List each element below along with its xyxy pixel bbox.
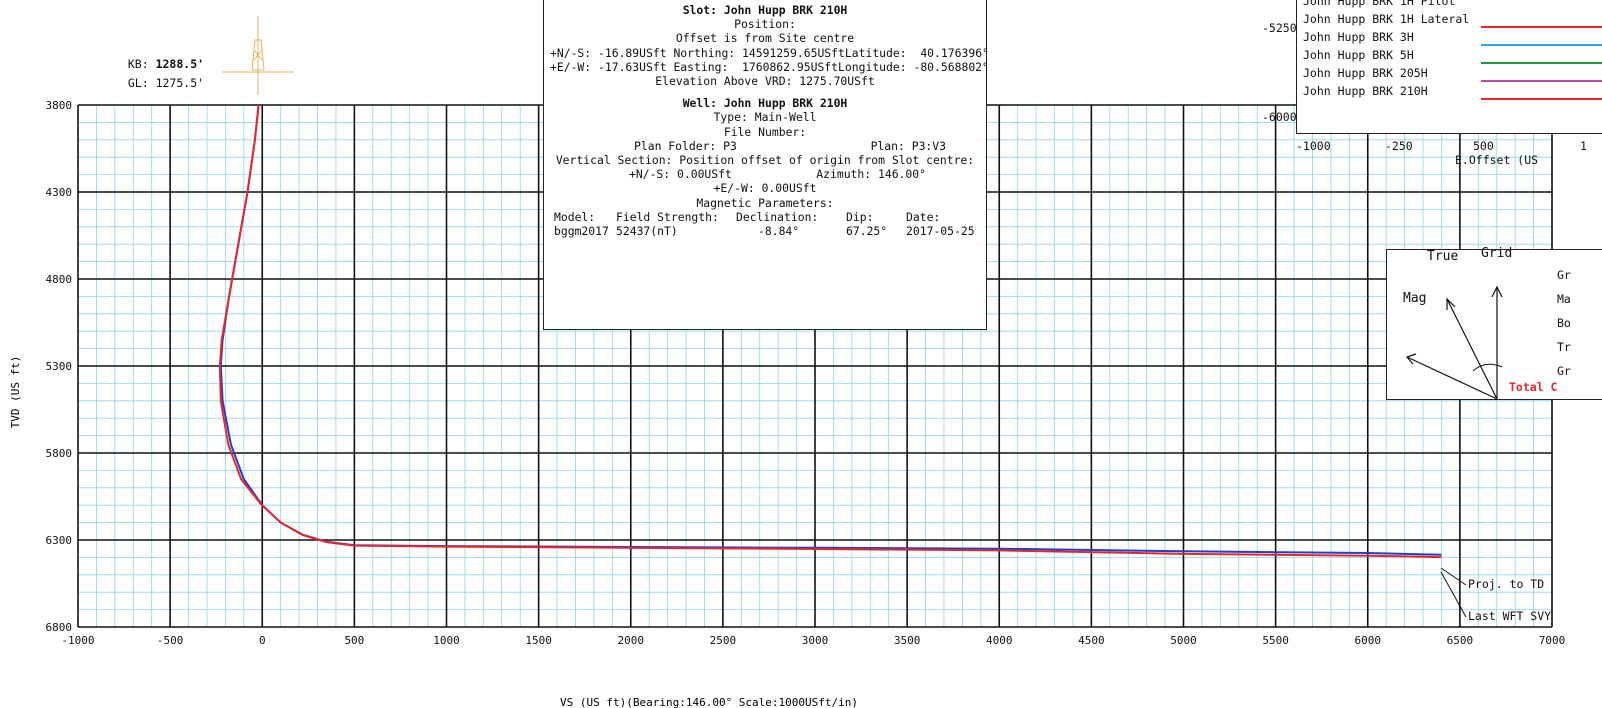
well-title: Well: John Hupp BRK 210H (682, 96, 848, 111)
legend-xtick: 1 (1580, 139, 1587, 153)
axis-ticks: -1000 -500 0 500 1000 1500 2000 2500 3000 3500 400… (46, 99, 1566, 647)
y-axis-label: TVD (US ft) (9, 356, 22, 429)
grid-label: Grid (1481, 246, 1513, 261)
x-tick-label: 7000 (1539, 634, 1566, 647)
legend-swatch (1481, 98, 1602, 100)
legend-item: John Hupp BRK 205H (1303, 66, 1428, 80)
series-line-1 (218, 104, 1442, 559)
legend-ytick: -6000 (1262, 110, 1297, 124)
x-tick-label: 4000 (986, 634, 1013, 647)
north-right-text: Bo (1557, 316, 1571, 330)
proj-td-annotation: Proj. to TD (1468, 577, 1545, 591)
mag-params: Magnetic Parameters: (696, 195, 834, 210)
mag-headers: Model: Field Strength: Declination: Dip: Dat… (554, 209, 941, 224)
ns-row: +N/-S: -16.89USft Northing: 14591259.65U… (550, 45, 989, 60)
x-tick-label: 5500 (1262, 634, 1289, 647)
legend-xtick: -250 (1385, 139, 1413, 153)
series-lines (218, 104, 1442, 559)
legend-item: John Hupp BRK 5H (1303, 48, 1414, 62)
legend-ytick: -5250 (1262, 21, 1297, 35)
legend-item: John Hupp BRK 1H Lateral (1303, 12, 1470, 26)
annotation-leaders (1440, 567, 1467, 618)
ew-row: +E/-W: -17.63USft Easting: 1760862.95USf… (550, 59, 989, 74)
north-right-text: Ma (1557, 292, 1571, 306)
mag-values: bggm2017 52437(nT) -8.84° 67.25° 2017-05-25 (554, 224, 975, 239)
y-tick-label: 4800 (46, 273, 73, 286)
y-tick-label: 5300 (46, 360, 73, 373)
north-right-text: Gr (1557, 364, 1571, 378)
x-tick-label: 2500 (710, 634, 737, 647)
gl-label: GL: 1275.5' (127, 76, 205, 90)
y-tick-label: 3800 (46, 99, 73, 112)
x-tick-label: 0 (259, 634, 266, 647)
position-label: Position: (734, 17, 796, 32)
legend-item: John Hupp BRK 1H Pilot (1303, 0, 1456, 8)
well-type: Type: Main-Well (713, 110, 817, 125)
x-tick-label: 1000 (433, 634, 460, 647)
legend-xtick: 500 (1473, 139, 1494, 153)
north-right-text: Gr (1557, 268, 1571, 282)
offset-note: Offset is from Site centre (675, 31, 855, 46)
legend-swatch (1481, 26, 1602, 28)
legend-item: John Hupp BRK 210H (1303, 84, 1428, 98)
x-tick-label: 3500 (894, 634, 921, 647)
plan-row: Plan Folder: P3 Plan: P3:V3 (634, 138, 946, 153)
legend-box: John Hupp BRK 1H Pilot John Hupp BRK 1H … (1296, 0, 1602, 134)
legend-item: John Hupp BRK 3H (1303, 30, 1414, 44)
y-tick-label: 6800 (46, 621, 73, 634)
legend-xlabel: E.Offset (US (1455, 153, 1539, 167)
x-axis-label: VS (US ft)(Bearing:146.00° Scale:1000USf… (560, 696, 858, 708)
x-tick-label: 3000 (802, 634, 829, 647)
y-tick-label: 4300 (46, 186, 73, 199)
legend-swatch (1481, 80, 1602, 82)
x-tick-label: 6000 (1355, 634, 1382, 647)
slot-title: Slot: John Hupp BRK 210H (682, 3, 848, 17)
north-arrows (1405, 285, 1503, 400)
x-tick-label: -500 (157, 634, 184, 647)
x-tick-label: -1000 (61, 634, 94, 647)
x-tick-label: 4500 (1078, 634, 1105, 647)
x-tick-label: 5000 (1170, 634, 1197, 647)
x-tick-label: 2000 (618, 634, 645, 647)
legend-swatch (1481, 44, 1602, 46)
total-correction-label: Total C (1509, 380, 1558, 394)
x-tick-label: 1500 (525, 634, 552, 647)
file-number: File Number: (723, 124, 807, 139)
last-svy-annotation: Last WFT SVY (1468, 609, 1552, 623)
legend-xtick: -1000 (1296, 139, 1331, 153)
legend-swatch (1481, 62, 1602, 64)
y-tick-label: 5800 (46, 447, 73, 460)
north-reference-box: True Grid Mag Gr Ma Bo Tr Gr Total C (1386, 246, 1602, 400)
elevation: Elevation Above VRD: 1275.70USft (655, 74, 875, 89)
rig-icon (222, 16, 294, 95)
vs-ns-row: +N/-S: 0.00USft Azimuth: 146.00° (629, 167, 926, 182)
x-tick-label: 500 (344, 634, 364, 647)
true-label: True (1427, 249, 1459, 264)
mag-label: Mag (1403, 291, 1427, 306)
x-tick-label: 6500 (1447, 634, 1474, 647)
vs-origin: Vertical Section: Position offset of ori… (555, 153, 975, 168)
vs-ew: +E/-W: 0.00USft (713, 181, 817, 196)
kb-label: KB: 1288.5' (127, 57, 205, 71)
y-tick-label: 6300 (46, 534, 73, 547)
well-info-box: Slot: John Hupp BRK 210H Position: Offse… (543, 0, 989, 330)
north-right-text: Tr (1557, 340, 1571, 354)
